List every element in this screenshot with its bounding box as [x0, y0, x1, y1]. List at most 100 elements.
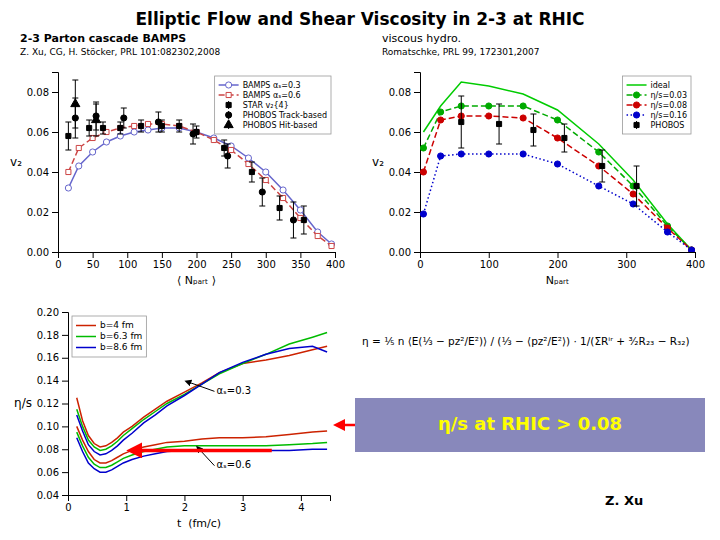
tick-label: 0.06 [389, 127, 411, 138]
x-axis: 01234 [65, 495, 330, 513]
legend-entry: ideal [627, 81, 670, 90]
axis-line [52, 73, 59, 253]
tick-label: 4 [298, 502, 304, 513]
legend-entry: b=8.6 fm [76, 342, 142, 352]
legend-entry: STAR v₂{4} [226, 101, 289, 110]
error-bar [301, 206, 307, 234]
tick-label: 0.08 [37, 444, 59, 455]
tick-label: 250 [222, 259, 241, 270]
tick: 400 [326, 252, 345, 270]
tick-mark [62, 312, 68, 313]
error-bar [634, 166, 640, 206]
line-marker [76, 145, 81, 150]
tick-mark [414, 252, 420, 253]
data-point [222, 145, 227, 150]
tick-mark [52, 252, 58, 253]
tick: 0.06 [37, 467, 68, 478]
tick-label: 0 [65, 502, 71, 513]
line-marker [90, 149, 96, 155]
tick-mark [62, 426, 68, 427]
tick-mark [414, 132, 420, 133]
legend-label: PHOBOS Hit-based [243, 121, 318, 130]
legend-swatch [76, 347, 96, 349]
error-bar [190, 124, 196, 144]
y-axis-label: η/s [14, 396, 32, 410]
tick-mark [52, 212, 58, 213]
line-marker [65, 185, 71, 191]
tick: 4 [298, 495, 304, 513]
data-point [92, 115, 101, 123]
axis-line [62, 313, 69, 496]
data-point [290, 217, 296, 223]
tick-mark [558, 252, 559, 258]
tick-mark [62, 449, 68, 450]
tick-label: 100 [480, 259, 499, 270]
annotation-arrow [190, 383, 215, 392]
error-bar [458, 96, 464, 148]
line-marker [664, 229, 670, 235]
data-point [71, 99, 80, 107]
tick: 0.16 [37, 352, 68, 363]
formula: η = ⅕ n ⟨E(⅓ − pz²/E²)⟩ / (⅓ − ⟨pz²/E²⟩)… [362, 335, 690, 347]
data-point [121, 115, 127, 121]
data-point [277, 205, 282, 210]
line-marker [554, 135, 560, 141]
highlight-arrow [343, 424, 355, 427]
error-bar [277, 196, 283, 220]
data-point [225, 153, 231, 159]
tick-mark [62, 381, 68, 382]
line-marker [297, 207, 303, 213]
legend-entry: PHOBOS Hit-based [224, 120, 317, 130]
line-marker [438, 117, 444, 123]
tick-mark [93, 252, 94, 258]
line-marker [145, 121, 150, 126]
tick-label: 0.02 [27, 207, 49, 218]
tick-mark [489, 252, 490, 258]
tick-mark [695, 252, 696, 258]
tick-label: 1 [124, 502, 130, 513]
data-point [249, 169, 254, 174]
line-marker [486, 151, 492, 157]
tick-mark [414, 92, 420, 93]
error-bar [259, 178, 265, 206]
error-bar [176, 120, 182, 132]
legend-entry: b=4 fm [76, 320, 134, 330]
data-point [155, 119, 161, 125]
x-axis: 050100150200250300350400 [55, 252, 345, 270]
data-point [600, 163, 605, 168]
legend-entry: PHOBOS Track-based [226, 111, 327, 120]
x-axis: 0100200300400 [417, 252, 705, 270]
tick-label: 0.00 [389, 247, 411, 258]
panel-subtitle: Romatschke, PRL 99, 172301,2007 [382, 47, 540, 57]
figure: Elliptic Flow and Shear Viscosity in 2-3… [0, 0, 720, 540]
series-line [68, 124, 331, 246]
error-bar [530, 114, 536, 146]
axis-line [414, 73, 421, 253]
annotation-arrow [139, 449, 272, 453]
tick-mark [414, 212, 420, 213]
tick: 0.00 [389, 247, 420, 258]
tick: 0.06 [27, 127, 58, 138]
tick-mark [414, 172, 420, 173]
error-bar [290, 202, 296, 238]
tick: 0.08 [389, 87, 420, 98]
legend-marker [226, 82, 232, 88]
line-marker [688, 247, 694, 252]
series-line [77, 333, 327, 451]
legend-box [623, 76, 691, 134]
tick: 0.18 [37, 330, 68, 341]
tick-mark [266, 252, 267, 258]
tick-mark [300, 252, 301, 258]
tick-label: 0.08 [389, 87, 411, 98]
tick: 0.08 [37, 444, 68, 455]
tick: 300 [257, 252, 276, 270]
line-marker [263, 169, 269, 175]
tick-mark [62, 495, 68, 496]
tick-label: 0.04 [27, 167, 49, 178]
highlight-text: η/s at RHIC > 0.08 [438, 413, 622, 434]
line-marker [688, 247, 694, 252]
axis-line [421, 253, 696, 259]
legend-entry: η/s=0.08 [627, 101, 687, 110]
series-line [77, 346, 327, 447]
tick-mark [197, 252, 198, 258]
